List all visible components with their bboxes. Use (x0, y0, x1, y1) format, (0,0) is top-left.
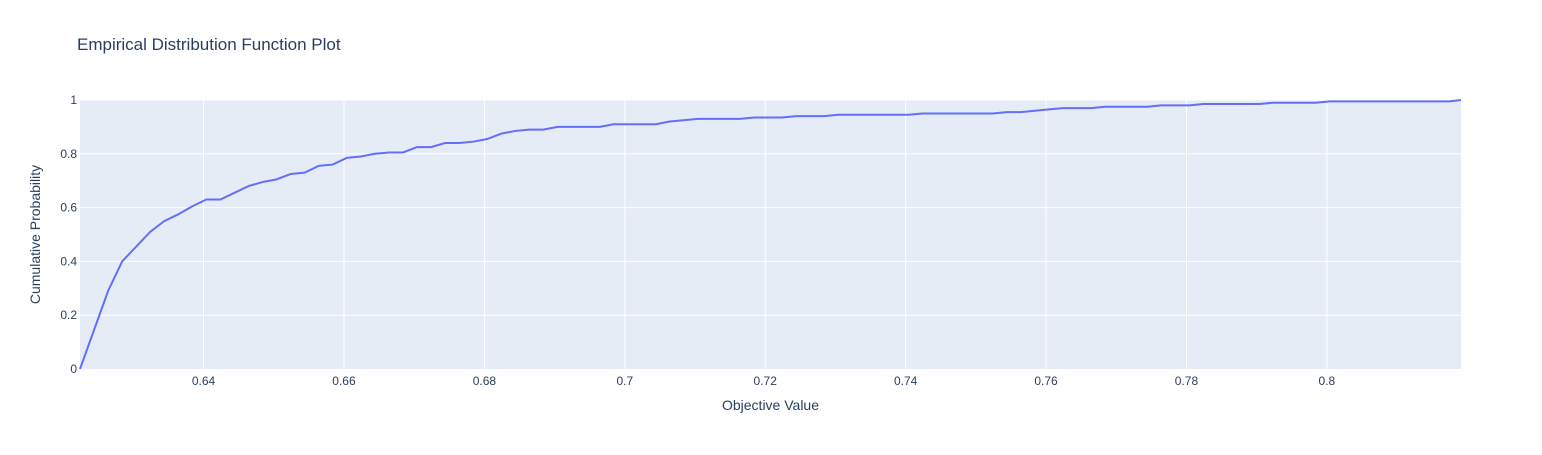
plot-area (80, 100, 1461, 369)
x-tick-label: 0.7 (616, 374, 633, 388)
x-tick-label: 0.76 (1034, 374, 1058, 388)
y-tick-label: 0.2 (60, 308, 77, 322)
x-tick-label: 0.66 (332, 374, 356, 388)
y-tick-label: 0 (70, 362, 77, 376)
x-tick-label: 0.74 (894, 374, 918, 388)
y-tick-label: 0.6 (60, 201, 77, 215)
x-tick-labels: 0.64 0.66 0.68 0.7 0.72 0.74 0.76 0.78 0.8 (192, 374, 1336, 388)
x-tick-label: 0.72 (754, 374, 778, 388)
y-axis-title: Cumulative Probability (27, 165, 43, 304)
y-gridlines (80, 99, 1461, 316)
x-tick-label: 0.68 (473, 374, 497, 388)
x-gridlines (203, 100, 1328, 369)
y-tick-label: 0.4 (60, 254, 77, 268)
x-tick-label: 0.64 (192, 374, 216, 388)
x-tick-label: 0.78 (1175, 374, 1199, 388)
y-tick-label: 0.8 (60, 147, 77, 161)
x-axis-title: Objective Value (722, 397, 819, 413)
y-tick-labels: 0 0.2 0.4 0.6 0.8 1 (60, 93, 77, 376)
chart-title: Empirical Distribution Function Plot (77, 35, 341, 54)
y-tick-label: 1 (70, 93, 77, 107)
ecdf-line (79, 99, 1462, 370)
x-tick-label: 0.8 (1319, 374, 1336, 388)
